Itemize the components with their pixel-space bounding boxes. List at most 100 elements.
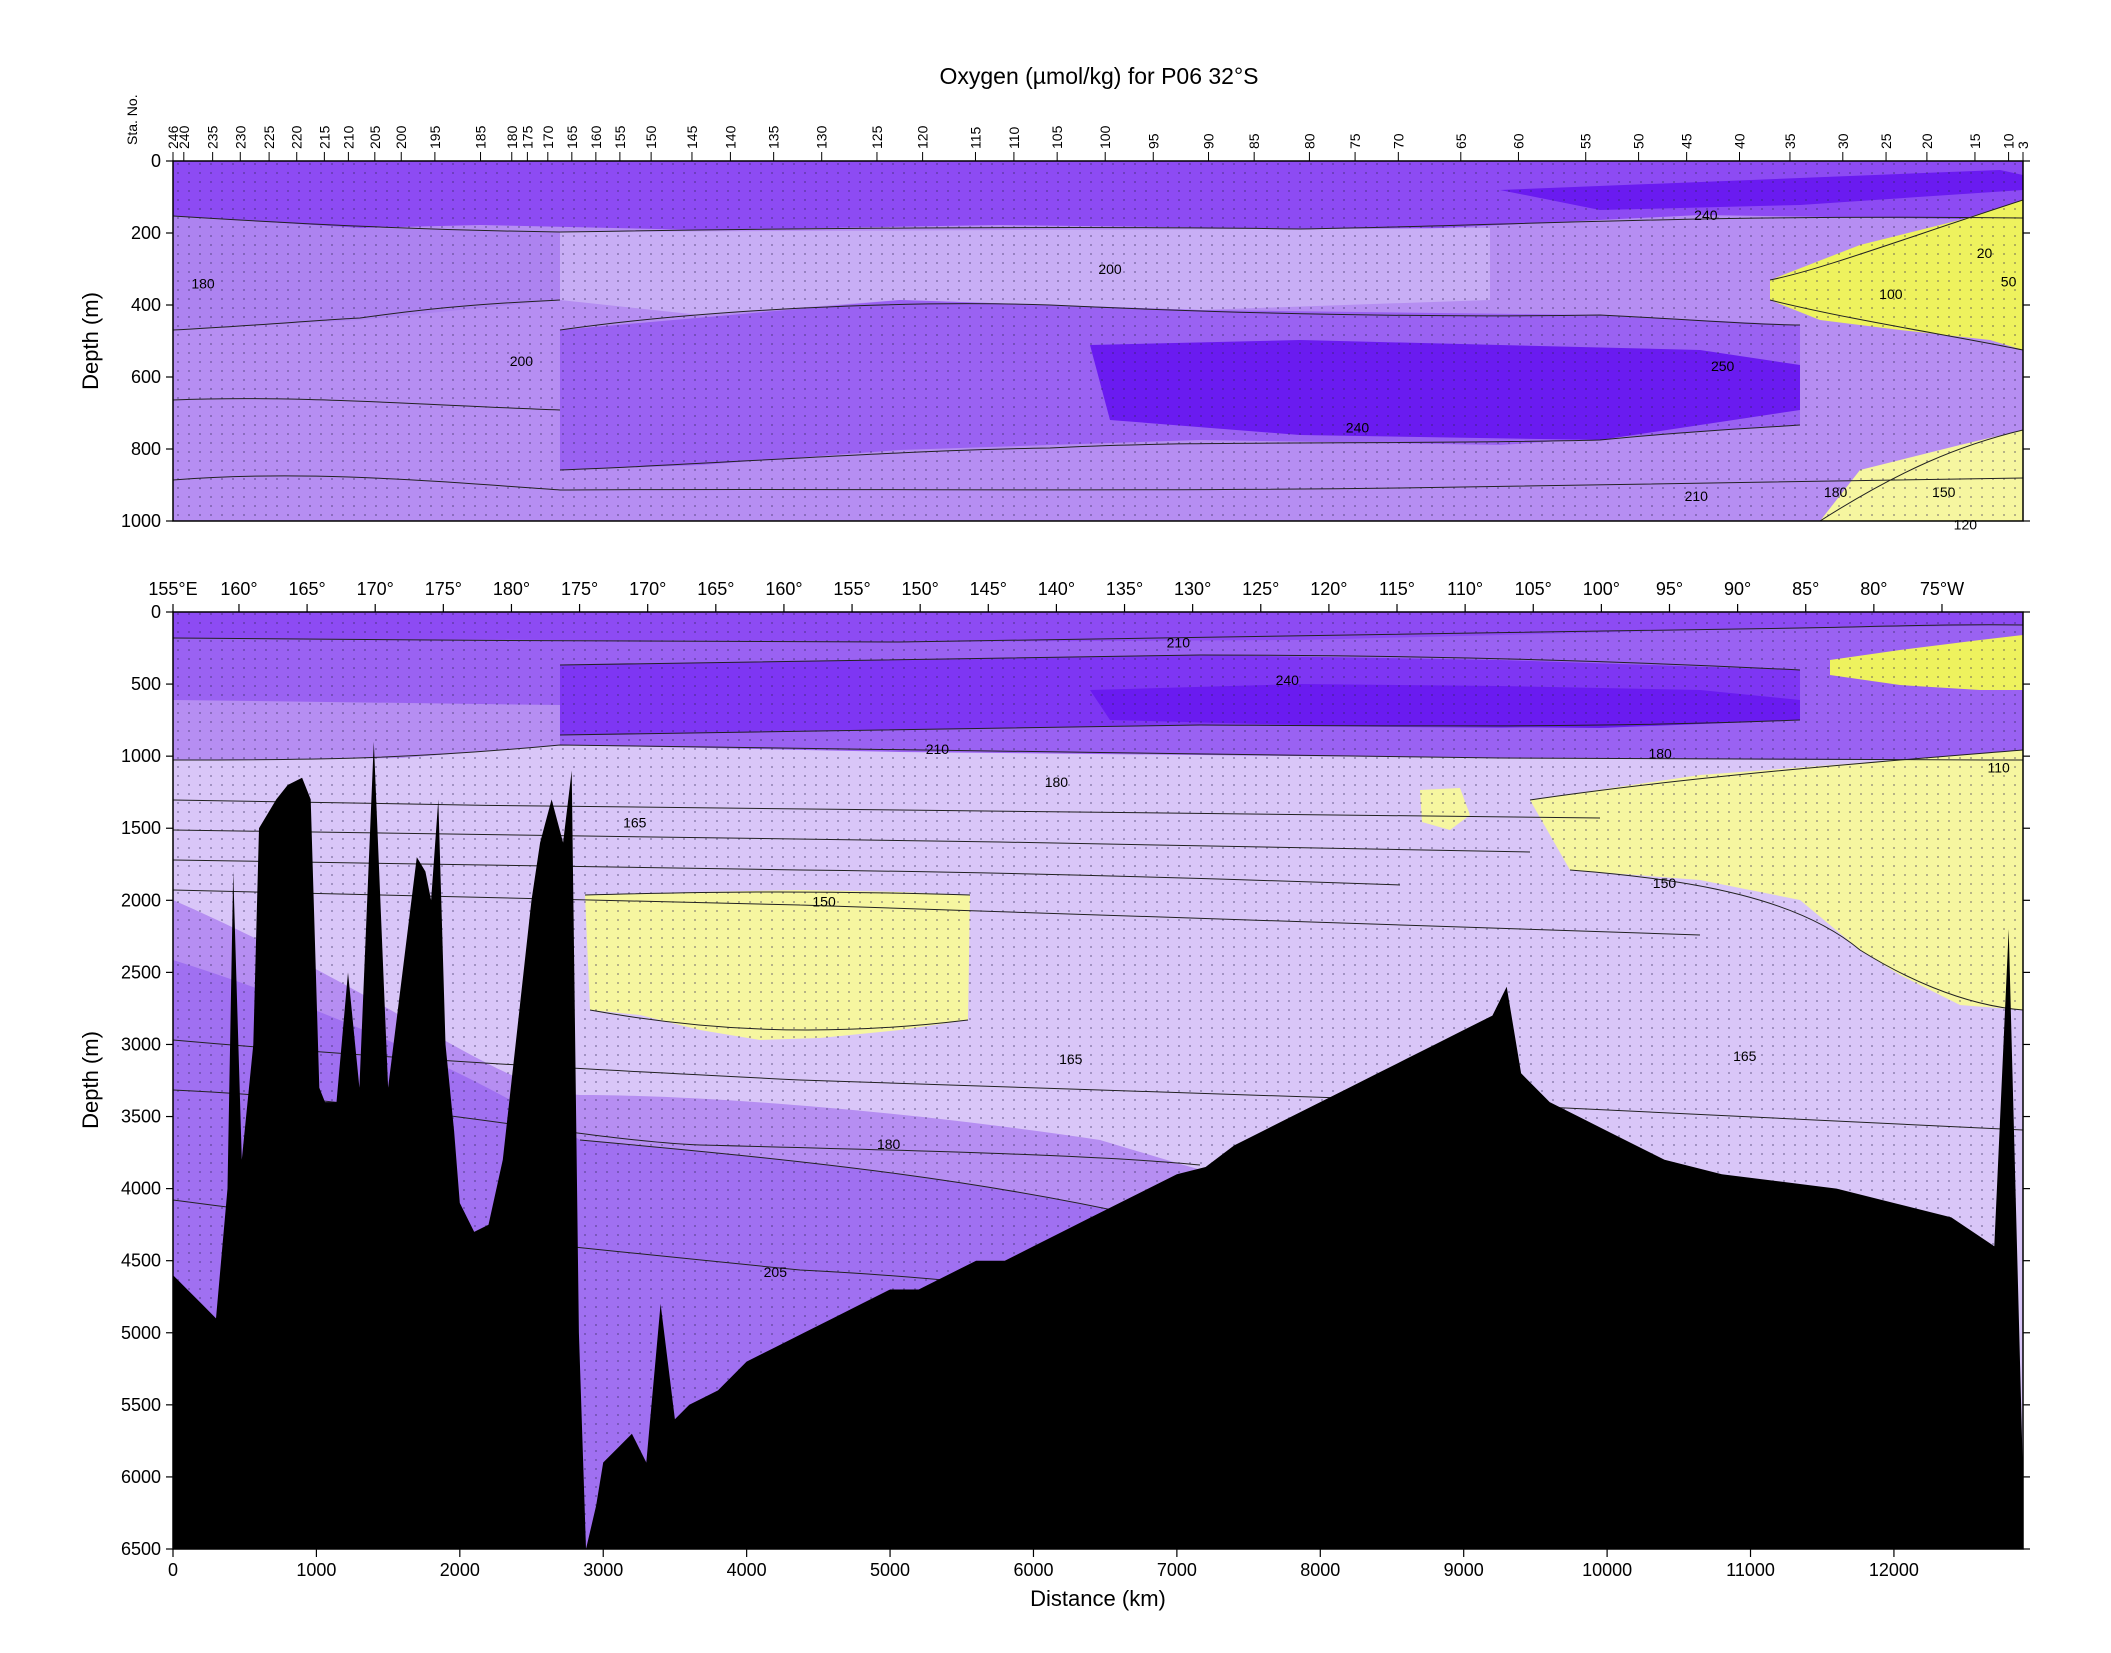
bottom-contour-labels: 210 240 210 180 165 180 110 150 150 165 165 180 205 xyxy=(623,634,2010,1280)
top-y-tick-label: 0 xyxy=(151,151,161,171)
station-tick-label: 200 xyxy=(393,125,409,149)
station-tick-label: 70 xyxy=(1390,133,1406,149)
x-tick-label: 8000 xyxy=(1300,1560,1340,1580)
bottom-contour-label: 210 xyxy=(926,741,950,757)
top-contour-label: 120 xyxy=(1954,517,1978,533)
bottom-contour-label: 150 xyxy=(1653,875,1677,891)
station-tick-label: 185 xyxy=(473,125,489,149)
longitude-tick-label: 180° xyxy=(493,579,530,599)
station-tick-label: 95 xyxy=(1145,133,1161,149)
station-tick-label: 35 xyxy=(1782,133,1798,149)
top-plot-border xyxy=(172,160,2024,522)
longitude-tick-label: 90° xyxy=(1724,579,1751,599)
top-dot-overlay xyxy=(173,161,2023,521)
bottom-contour-label: 165 xyxy=(1733,1048,1757,1064)
x-tick-label: 2000 xyxy=(440,1560,480,1580)
x-tick-label: 9000 xyxy=(1444,1560,1484,1580)
top-y-tick-label: 200 xyxy=(131,223,161,243)
top-contour-lines xyxy=(173,199,2023,521)
station-tick-label: 240 xyxy=(176,125,192,149)
station-tick-label: 130 xyxy=(814,125,830,149)
top-contour-label: 20 xyxy=(1977,245,1993,261)
station-tick-label: 135 xyxy=(766,125,782,149)
x-tick-label: 7000 xyxy=(1157,1560,1197,1580)
bottom-contour-label: 240 xyxy=(1276,672,1300,688)
station-tick-label: 3 xyxy=(2015,141,2031,149)
station-tick-label: 246 xyxy=(165,125,181,149)
station-tick-label: 150 xyxy=(643,125,659,149)
top-y-tick-label: 600 xyxy=(131,367,161,387)
bottom-y-tick-label: 2500 xyxy=(121,962,161,982)
top-contour-label: 200 xyxy=(510,353,534,369)
bottom-y-tick-label: 2000 xyxy=(121,890,161,910)
station-tick-label: 180 xyxy=(504,125,520,149)
bottom-contour-label: 210 xyxy=(1167,634,1191,650)
longitude-tick-label: 75°W xyxy=(1920,579,1964,599)
station-tick-label: 220 xyxy=(289,125,305,149)
longitude-tick-label: 85° xyxy=(1792,579,1819,599)
bottom-y-tick-label: 4000 xyxy=(121,1179,161,1199)
top-y-axis-label: Depth (m) xyxy=(78,292,103,390)
longitude-tick-label: 165° xyxy=(288,579,325,599)
woce-atlas-watermark: WOCE HYDROGRAPHIC ATLAS xyxy=(197,1475,305,1538)
bottom-panel-frame: 0500100015002000250030003500400045005000… xyxy=(78,579,2030,1611)
bottom-contour-label: 180 xyxy=(1045,774,1069,790)
top-contour-label: 250 xyxy=(1711,358,1735,374)
station-tick-label: 125 xyxy=(869,125,885,149)
station-tick-label: 230 xyxy=(232,125,248,149)
station-tick-label: 175 xyxy=(519,125,535,149)
chart-title: Oxygen (µmol/kg) for P06 32°S xyxy=(939,63,1258,89)
longitude-tick-label: 110° xyxy=(1447,579,1483,599)
station-tick-label: 25 xyxy=(1878,133,1894,149)
longitude-tick-label: 80° xyxy=(1860,579,1887,599)
top-contour-label: 240 xyxy=(1346,419,1370,435)
bottom-contour-label: 110 xyxy=(1987,760,2010,776)
top-contour-label: 240 xyxy=(1694,207,1718,223)
station-tick-label: 155 xyxy=(612,125,628,149)
x-tick-label: 5000 xyxy=(870,1560,910,1580)
bottom-y-tick-label: 500 xyxy=(131,674,161,694)
x-tick-label: 6000 xyxy=(1013,1560,1053,1580)
top-contour-label: 150 xyxy=(1932,484,1956,500)
station-tick-label: 145 xyxy=(684,125,700,149)
bottom-y-tick-label: 5000 xyxy=(121,1323,161,1343)
bottom-contour-label: 180 xyxy=(877,1136,901,1152)
station-tick-label: 100 xyxy=(1097,125,1113,149)
longitude-tick-label: 155°E xyxy=(148,579,197,599)
longitude-tick-label: 165° xyxy=(697,579,734,599)
bottom-y-tick-label: 3500 xyxy=(121,1107,161,1127)
watermark-line: ATLAS xyxy=(229,1523,272,1538)
bottom-contour-label: 180 xyxy=(1648,745,1672,761)
bottom-y-tick-label: 6500 xyxy=(121,1539,161,1559)
station-tick-label: 90 xyxy=(1201,133,1217,149)
station-tick-label: 30 xyxy=(1835,133,1851,149)
station-tick-label: 120 xyxy=(915,125,931,149)
station-tick-label: 15 xyxy=(1967,133,1983,149)
station-tick-label: 50 xyxy=(1631,133,1647,149)
station-tick-label: 80 xyxy=(1301,133,1317,149)
station-tick-label: 60 xyxy=(1511,133,1527,149)
longitude-tick-label: 155° xyxy=(833,579,870,599)
bottom-y-tick-label: 1500 xyxy=(121,818,161,838)
top-contour-label: 180 xyxy=(191,275,215,291)
bottom-y-tick-label: 5500 xyxy=(121,1395,161,1415)
x-tick-label: 12000 xyxy=(1869,1560,1919,1580)
station-tick-label: 215 xyxy=(316,125,332,149)
bottom-contour-label: 205 xyxy=(764,1264,788,1280)
top-y-tick-label: 800 xyxy=(131,439,161,459)
distance-x-axis: 0 1000 2000 3000 4000 5000 6000 7000 8000 9000 100… xyxy=(168,1549,1919,1580)
station-tick-label: 170 xyxy=(540,125,556,149)
station-tick-label: 55 xyxy=(1578,133,1594,149)
station-tick-label: 20 xyxy=(1919,133,1935,149)
bottom-plot-border xyxy=(172,611,2024,1550)
bottom-panel-oxygen-field xyxy=(173,612,2023,1549)
longitude-tick-label: 100° xyxy=(1583,579,1620,599)
longitude-tick-label: 175° xyxy=(561,579,598,599)
bottom-y-tick-label: 0 xyxy=(151,602,161,622)
bottom-contour-label: 165 xyxy=(1059,1051,1083,1067)
station-tick-label: 140 xyxy=(722,125,738,149)
top-contour-label: 100 xyxy=(1879,286,1903,302)
top-y-tick-label: 1000 xyxy=(121,511,161,531)
